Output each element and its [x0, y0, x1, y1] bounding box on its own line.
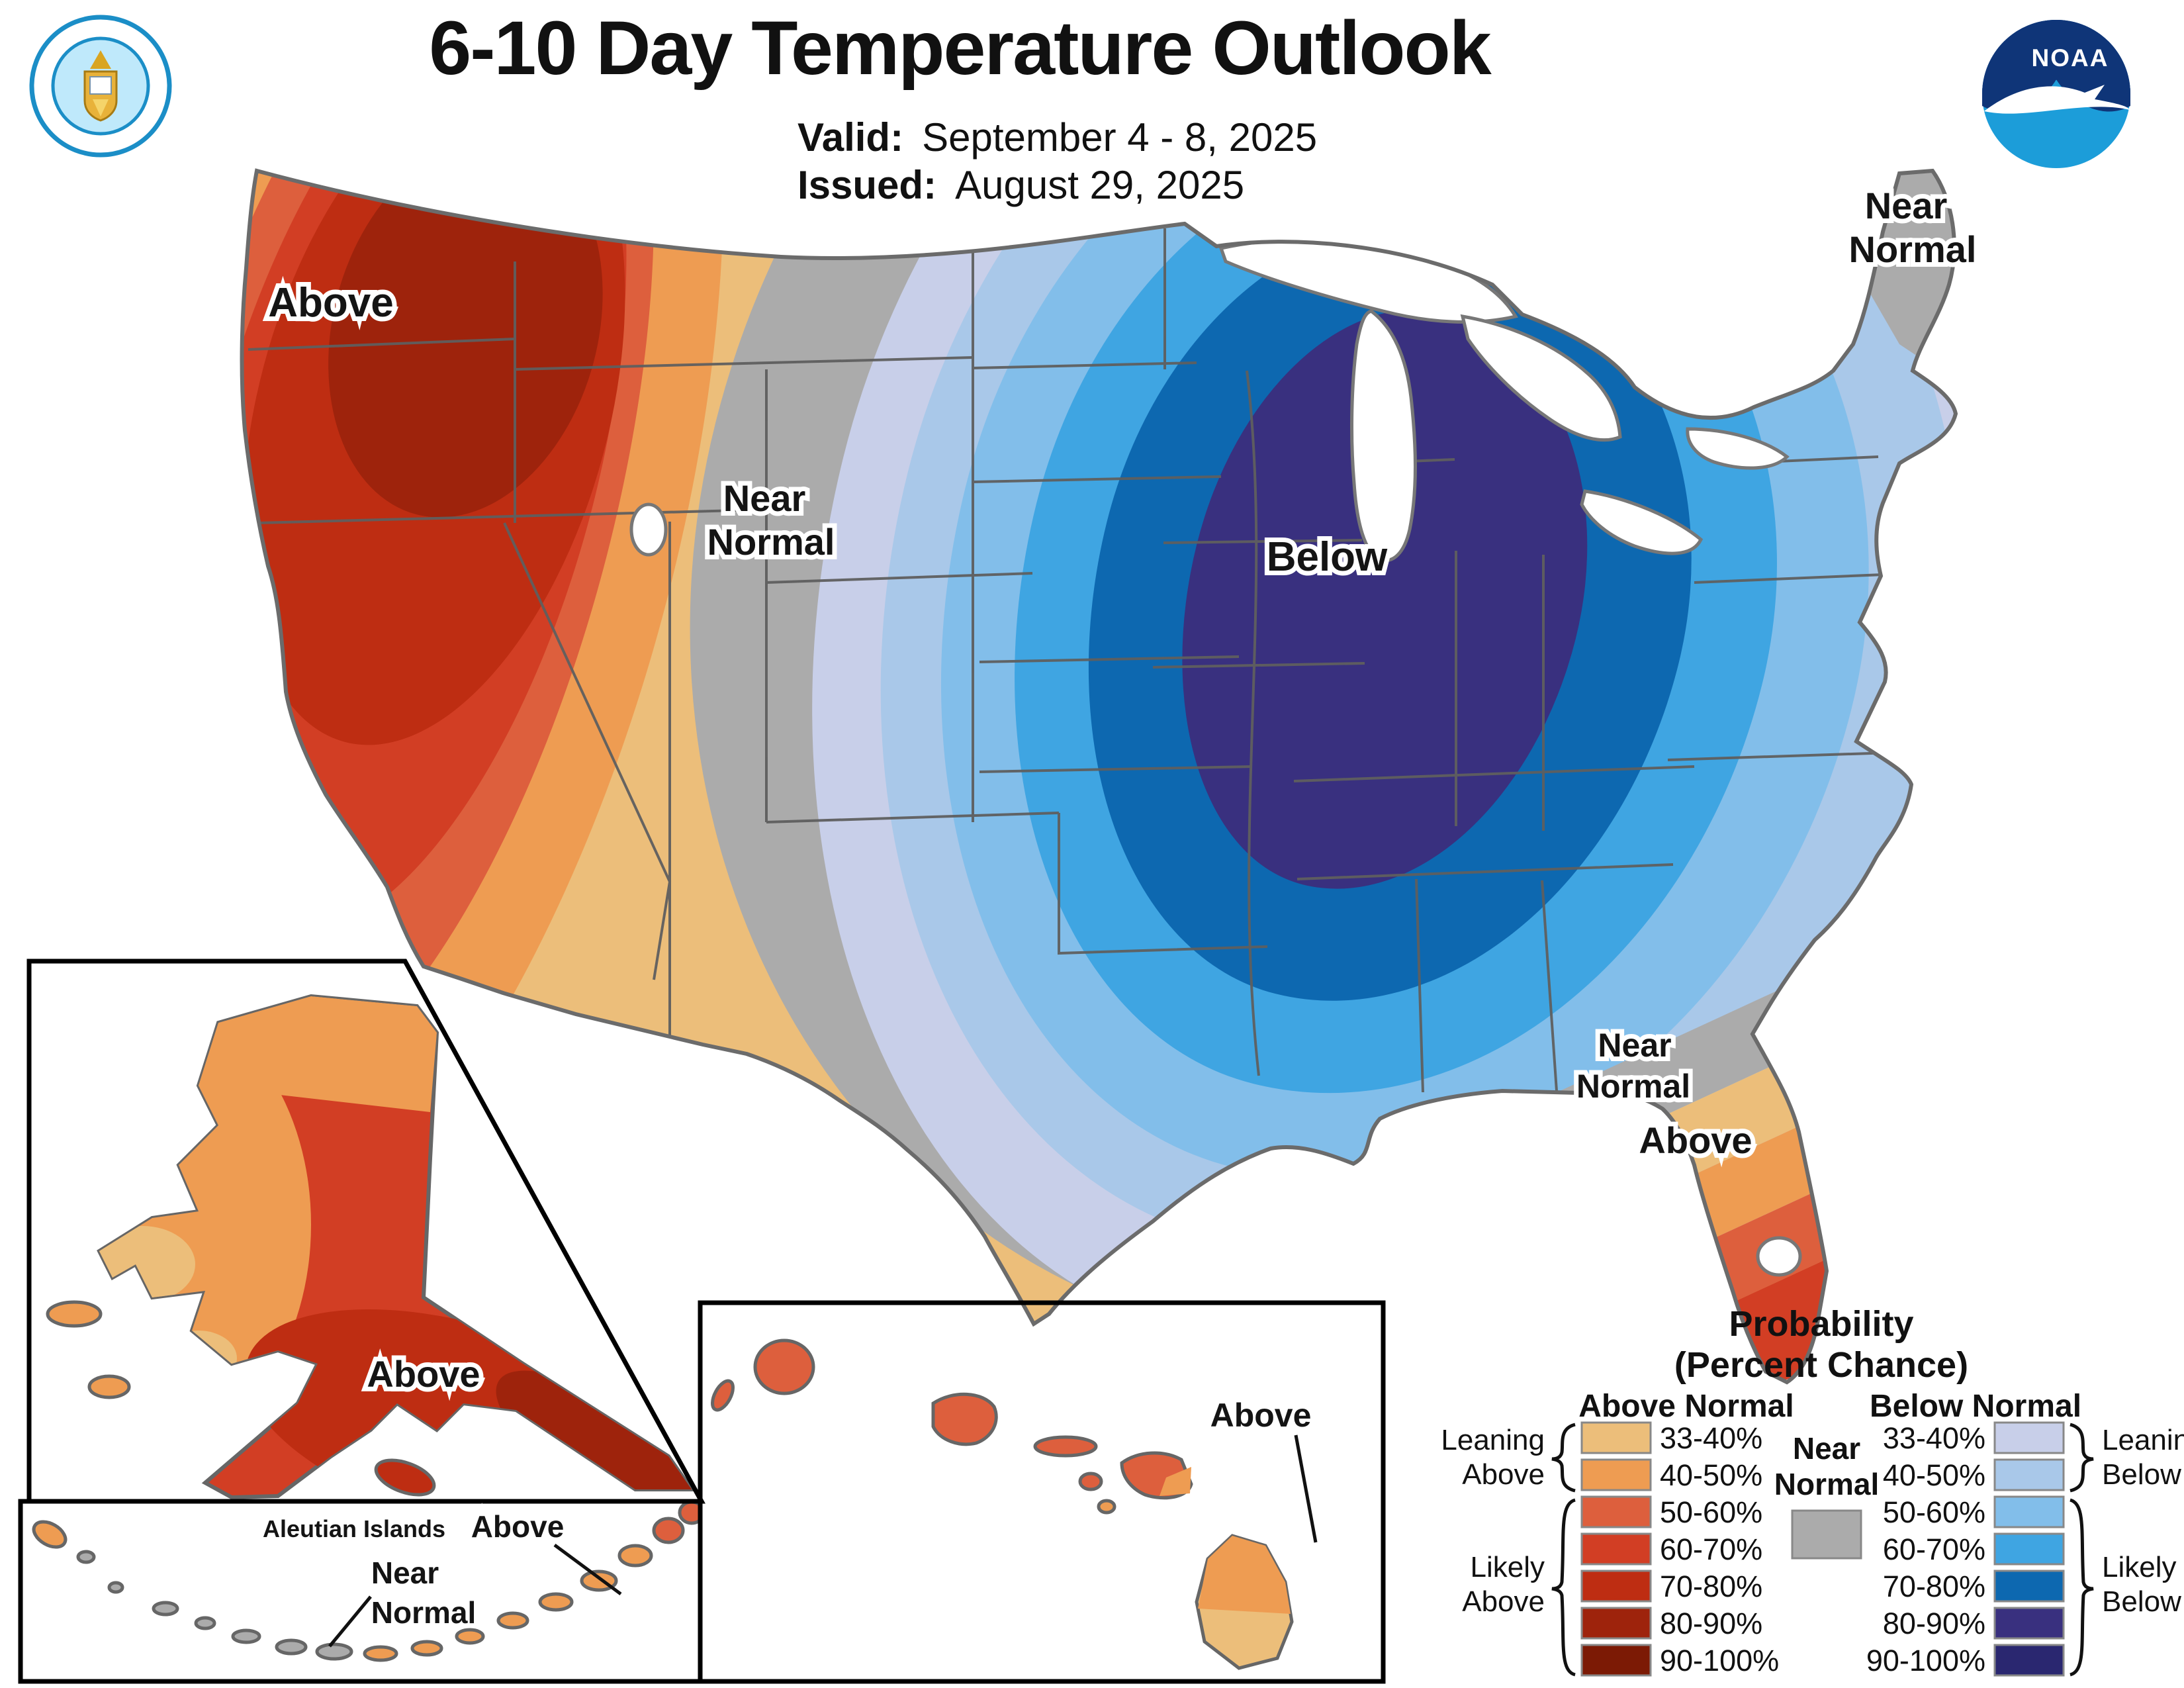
- kahoolawe-island: [1097, 1499, 1116, 1515]
- legend-below-row-label: 90-100%: [1866, 1644, 1985, 1677]
- conus-coastline: [240, 168, 1958, 1385]
- band-above-80-90-core: [328, 171, 603, 518]
- leaning-below-label-2: Below: [2102, 1458, 2181, 1491]
- alaska-inset: Above: [26, 959, 705, 1504]
- legend-below-row-label: 33-40%: [1883, 1421, 1985, 1455]
- state-boundaries: [248, 228, 1912, 1093]
- likely-below-label-2: Below: [2102, 1585, 2181, 1618]
- legend-below-row-label: 40-50%: [1883, 1458, 1985, 1492]
- legend-subtitle: (Percent Chance): [1674, 1345, 1968, 1385]
- noaa-logo-icon: NOAA: [1982, 20, 2130, 168]
- leaning-above-label-2: Above: [1462, 1458, 1545, 1491]
- legend-above-row-label: 50-60%: [1660, 1495, 1762, 1529]
- conus-labels: Above Near Normal Below Near Normal Near…: [263, 180, 1981, 1166]
- lanai-island: [1078, 1472, 1103, 1491]
- legend-near-normal: Near Normal: [1774, 1431, 1879, 1560]
- alaska-band-40-50: [99, 1006, 311, 1443]
- label-florida-near: Near: [1598, 1027, 1671, 1064]
- hawaii-inset: Above: [698, 1300, 1386, 1684]
- lake-michigan: [1350, 309, 1417, 562]
- header: 6-10 Day Temperature Outlook Valid: Septe…: [429, 6, 1494, 207]
- label-aleutian-above: Above: [471, 1509, 565, 1544]
- niihau-island: [711, 1379, 735, 1412]
- legend-below-row-label: 80-90%: [1883, 1607, 1985, 1640]
- issued-line: Issued: August 29, 2025: [797, 163, 1244, 207]
- great-salt-lake: [629, 502, 668, 557]
- label-west-normal: Normal: [707, 521, 835, 563]
- label-florida-above: Above: [1639, 1119, 1752, 1161]
- alaska-landmass: [46, 994, 696, 1500]
- hawaii-inset-border: [698, 1300, 1386, 1684]
- doc-seal-icon: [29, 15, 172, 158]
- legend-groups: Leaning Above Likely Above Leaning Below…: [1441, 1423, 2184, 1677]
- label-alaska-above: Above: [367, 1353, 480, 1395]
- legend-below-column: 33-40% 40-50% 50-60% 60-70% 70-80% 80-90…: [1866, 1421, 2065, 1677]
- aleutian-inset: Aleutian Islands Above Near Normal: [18, 1499, 703, 1684]
- label-northeast-near: Near: [1865, 185, 1948, 226]
- lake-okeechobee: [1756, 1236, 1802, 1277]
- label-hawaii-above: Above: [1210, 1397, 1312, 1434]
- likely-below-brace: [2070, 1498, 2094, 1677]
- legend: Probability (Percent Chance) Above Norma…: [1441, 1304, 2184, 1677]
- legend-near-swatch: [1791, 1509, 1862, 1560]
- legend-near-label-2: Normal: [1774, 1467, 1879, 1501]
- leaning-above-brace: [1551, 1423, 1576, 1493]
- lake-huron: [1460, 314, 1622, 442]
- legend-above-header: Above Normal: [1578, 1389, 1794, 1424]
- kodiak-island: [374, 1458, 436, 1497]
- valid-line: Valid: September 4 - 8, 2025: [797, 115, 1317, 160]
- legend-above-column: 33-40% 40-50% 50-60% 60-70% 70-80% 80-90…: [1580, 1421, 1779, 1677]
- noaa-logo-text: NOAA: [2032, 44, 2109, 71]
- legend-near-label-1: Near: [1793, 1431, 1860, 1466]
- legend-above-row-label: 70-80%: [1660, 1570, 1762, 1603]
- label-northwest-above: Above: [268, 280, 393, 326]
- leaning-below-brace: [2070, 1423, 2094, 1493]
- aleutian-above-pointer: [553, 1543, 622, 1596]
- aleutian-near-pointer: [328, 1595, 372, 1648]
- page-title: 6-10 Day Temperature Outlook: [429, 6, 1492, 91]
- label-florida-normal: Normal: [1576, 1068, 1690, 1105]
- molokai-island: [1033, 1435, 1098, 1458]
- legend-below-row-label: 50-60%: [1883, 1495, 1985, 1529]
- likely-above-label-2: Above: [1462, 1585, 1545, 1618]
- likely-above-brace: [1551, 1498, 1576, 1677]
- oahu-island: [931, 1392, 998, 1446]
- hawaii-above-pointer: [1294, 1434, 1318, 1543]
- label-aleutian-normal: Normal: [371, 1595, 476, 1630]
- alaska-band-33-40b: [160, 1331, 237, 1386]
- label-aleutian-islands: Aleutian Islands: [263, 1515, 445, 1542]
- legend-title: Probability: [1729, 1304, 1913, 1344]
- label-northeast-normal: Normal: [1849, 228, 1977, 270]
- maui-southeast-band: [1160, 1467, 1191, 1496]
- likely-above-label-1: Likely: [1471, 1551, 1545, 1583]
- legend-below-row-label: 60-70%: [1883, 1532, 1985, 1566]
- label-west-near: Near: [723, 477, 806, 519]
- likely-below-label-1: Likely: [2102, 1551, 2177, 1583]
- alaska-band-80-90: [496, 1370, 692, 1497]
- legend-above-row-label: 33-40%: [1660, 1421, 1762, 1455]
- label-midwest-below: Below: [1267, 534, 1388, 580]
- legend-above-row-label: 60-70%: [1660, 1532, 1762, 1566]
- legend-below-header: Below Normal: [1870, 1389, 2081, 1424]
- aleutian-islands-chain: [32, 1501, 700, 1662]
- legend-above-row-label: 90-100%: [1660, 1644, 1779, 1677]
- legend-above-row-label: 40-50%: [1660, 1458, 1762, 1492]
- lake-erie: [1580, 489, 1704, 555]
- label-aleutian-near: Near: [371, 1556, 439, 1590]
- alaska-north-band-40-50: [199, 996, 437, 1112]
- legend-below-row-label: 70-80%: [1883, 1570, 1985, 1603]
- lake-ontario: [1686, 427, 1790, 470]
- leaning-below-label-1: Leaning: [2102, 1424, 2184, 1456]
- big-island-northwest-band: [1198, 1536, 1291, 1614]
- hawaiian-islands: [711, 1338, 1294, 1670]
- st-lawrence-island: [46, 1300, 103, 1328]
- great-lakes: [629, 238, 1802, 1277]
- kauai-island: [753, 1338, 815, 1395]
- leaning-above-label-1: Leaning: [1441, 1424, 1545, 1456]
- legend-above-row-label: 80-90%: [1660, 1607, 1762, 1640]
- band-below-80-90-core: [1182, 309, 1588, 889]
- nunivak-island: [87, 1374, 131, 1399]
